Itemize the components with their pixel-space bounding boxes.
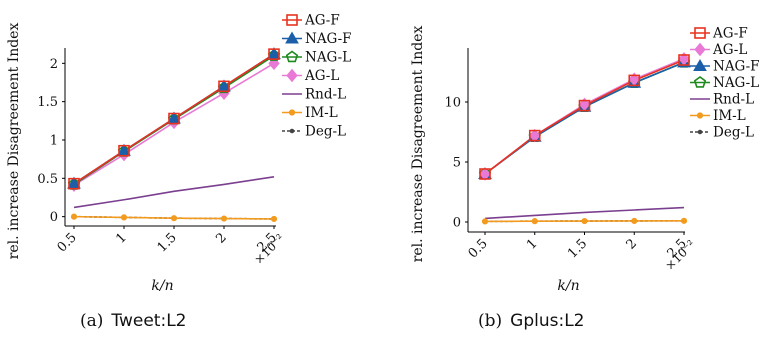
legend-label: NAG-F [305,31,352,47]
series-line-ag-l [484,58,685,175]
series-line-ag-f [484,59,685,175]
data-point-ag-l [479,167,491,181]
legend-label: Deg-L [305,124,346,140]
legend-marker [285,50,299,63]
x-tick-label: 2 [213,230,229,246]
x-tick-label: 1 [524,236,540,252]
legend-label: IM-L [305,105,338,121]
legend-label: Rnd-L [713,92,754,108]
data-point-ag-f [68,177,80,190]
caption: (a) Tweet:L2 [80,311,186,331]
data-point-im-l [581,217,588,225]
caption-prefix: (a) [80,311,103,331]
legend-label: NAG-L [305,50,351,66]
x-axis-title: k/n [151,278,173,294]
data-point-im-l [631,217,638,225]
legend-label: NAG-L [713,75,759,91]
data-point-ag-f [268,48,280,60]
y-tick-label: 0 [50,210,58,225]
x-tick-label: 1.5 [155,230,180,255]
caption: (b) Gplus:L2 [478,311,585,331]
y-axis-title: rel. increase Disagreement Index [6,23,22,260]
data-point-ag-f [678,54,690,66]
x-tick-label: 1 [113,230,129,246]
caption-prefix: (b) [478,311,502,331]
legend-label: AG-L [712,42,747,58]
data-point-im-l [680,217,688,224]
legend-marker [693,58,707,71]
legend-marker [286,14,298,26]
data-point-ag-f [218,80,230,93]
legend-marker [286,68,298,83]
x-tick-label: 2 [624,236,640,252]
legend-marker [694,42,706,57]
data-point-im-l [220,215,228,222]
data-point-im-l [70,213,78,220]
series-line-rnd-l [484,206,685,220]
legend-marker [694,27,706,39]
series-line-nag-f [484,61,685,175]
legend-label: Deg-L [713,125,754,141]
y-axis-title: rel. increase Disagreement Index [410,26,426,263]
legend-marker [693,76,707,88]
x-tick-label: 0.5 [55,230,80,255]
legend-marker [697,129,703,135]
legend-marker [288,109,296,116]
legend-label: AG-F [304,13,340,29]
x-tick-label: 1.5 [565,236,590,261]
caption-name: Tweet:L2 [110,311,186,331]
y-tick-label: 0 [453,216,461,231]
legend-label: AG-L [304,68,339,84]
legend-label: AG-F [712,26,748,42]
data-point-ag-f [479,168,491,180]
data-point-im-l [170,215,178,222]
legend-marker [696,112,704,119]
data-point-ag-f [168,112,180,125]
data-point-im-l [270,215,278,223]
caption-name: Gplus:L2 [510,311,584,331]
y-tick-label: 0.5 [37,172,58,187]
y-tick-label: 1 [50,133,58,148]
y-tick-label: 5 [453,156,461,171]
data-point-ag-f [578,99,591,112]
data-point-im-l [120,214,128,221]
legend-marker [285,31,299,44]
legend-label: IM-L [713,108,746,124]
x-axis-title: k/n [557,278,579,294]
series-line-rnd-l [73,175,275,209]
data-point-ag-l [529,128,541,143]
x-tick-label: 0.5 [466,236,491,261]
data-point-ag-f [628,74,641,87]
y-tick-label: 2 [50,57,58,72]
legend-marker [289,128,295,134]
legend-label: NAG-F [713,59,760,75]
y-tick-label: 10 [444,96,461,111]
data-point-ag-f [118,144,130,157]
legend-label: Rnd-L [305,87,346,103]
y-tick-label: 1.5 [37,95,58,110]
data-point-im-l [481,218,489,225]
series-line-nag-l [484,61,685,175]
data-point-ag-f [528,129,541,142]
data-point-im-l [531,218,538,225]
